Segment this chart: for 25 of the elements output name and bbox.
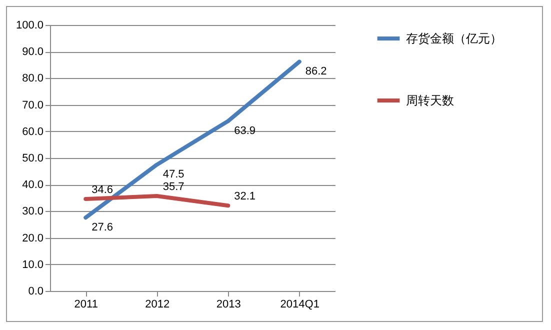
legend-label: 存货金额（亿元） [406, 32, 502, 46]
data-label: 63.9 [234, 125, 256, 138]
data-label: 86.2 [305, 66, 327, 78]
y-tick-label: 10.0 [22, 258, 44, 271]
y-tick-label: 20.0 [22, 232, 44, 244]
x-tick-label: 2011 [74, 298, 98, 310]
y-tick-label: 80.0 [22, 72, 44, 85]
x-tick-label: 2012 [145, 298, 170, 310]
y-tick-label: 100.0 [16, 20, 44, 32]
data-label: 34.6 [92, 184, 114, 196]
y-tick-label: 30.0 [22, 206, 44, 218]
y-tick-label: 90.0 [22, 46, 44, 58]
x-tick-label: 2014Q1 [280, 298, 320, 310]
data-label: 32.1 [234, 190, 256, 203]
line-series [84, 60, 302, 220]
y-tick-label: 60.0 [22, 126, 44, 138]
y-tick-label: 50.0 [22, 152, 44, 164]
x-tick-label: 2013 [216, 298, 241, 310]
data-label: 47.5 [162, 168, 184, 181]
legend-label: 周转天数 [406, 94, 454, 108]
y-tick-label: 70.0 [22, 99, 44, 112]
y-tick-label: 40.0 [22, 179, 44, 192]
data-label: 27.6 [92, 222, 114, 234]
data-label: 35.7 [162, 181, 184, 194]
y-tick-label: 0.0 [28, 286, 44, 298]
